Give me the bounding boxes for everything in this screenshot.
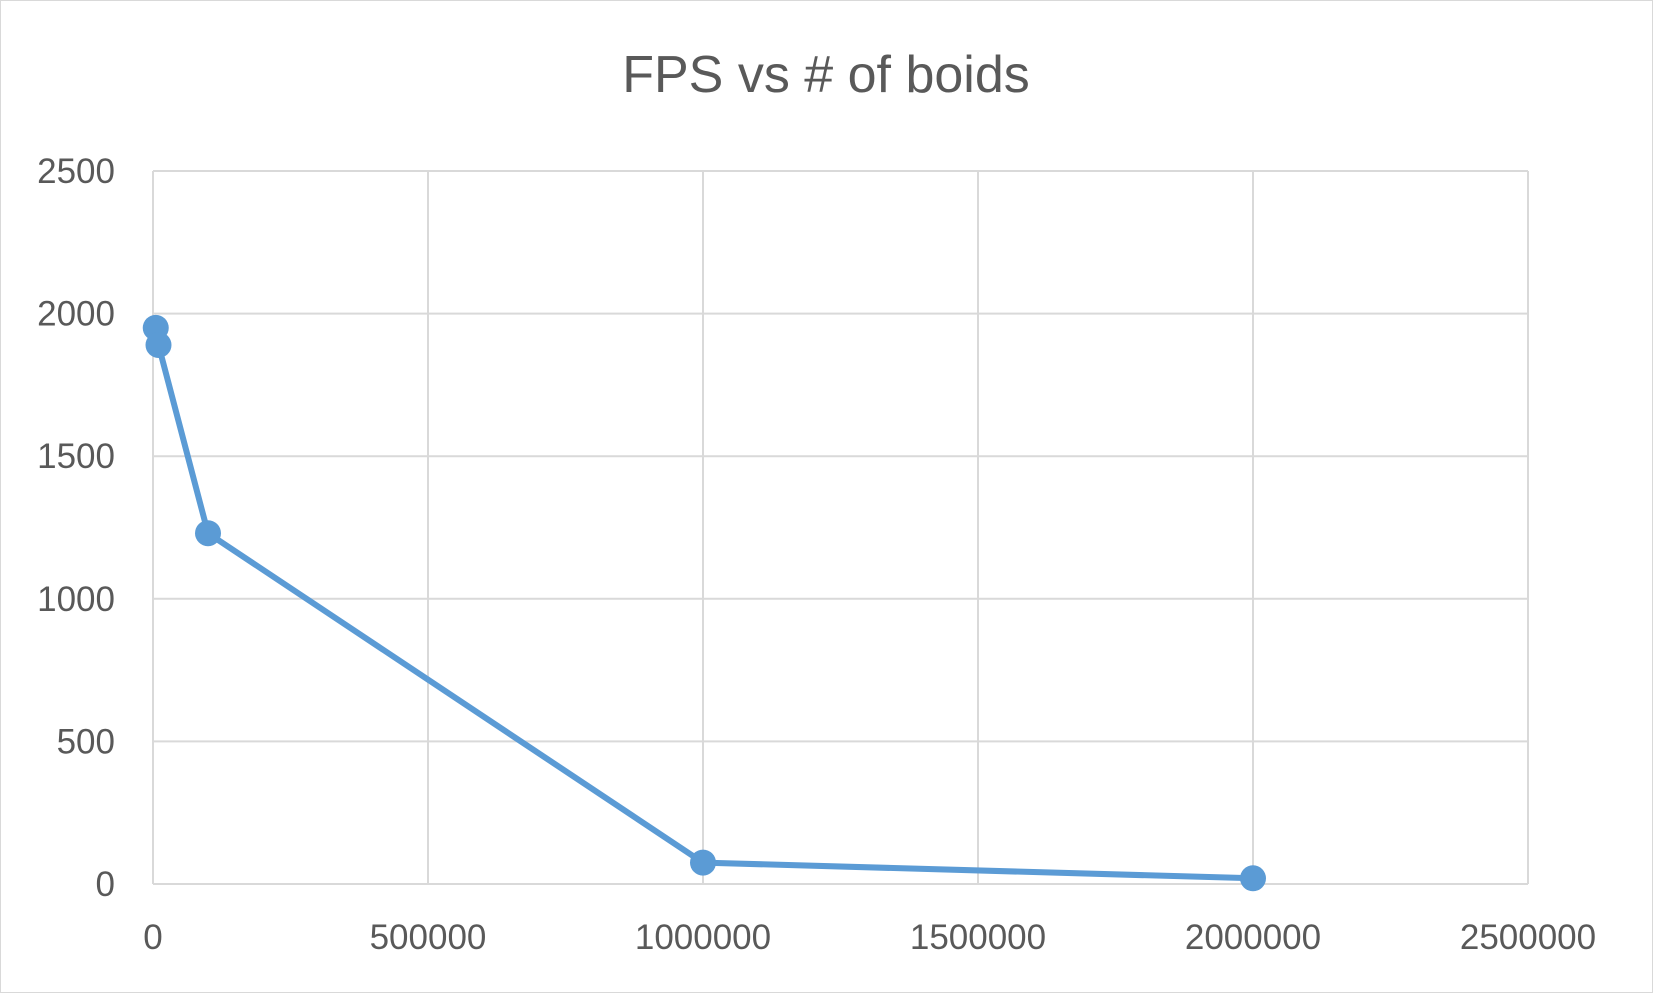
- data-point-3: [690, 849, 716, 876]
- y-tick-label-4: 2000: [37, 295, 115, 334]
- x-tick-label-3: 1500000: [910, 918, 1046, 957]
- gridlines: [152, 170, 1529, 885]
- x-tick-label-2: 1000000: [635, 918, 771, 957]
- series-line-0: [152, 324, 1256, 882]
- y-tick-label-5: 2500: [37, 152, 115, 191]
- series-layer: [142, 314, 1266, 892]
- x-tick-label-4: 2000000: [1185, 918, 1321, 957]
- chart-title: FPS vs # of boids: [622, 46, 1030, 104]
- y-tick-label-3: 1500: [37, 437, 115, 476]
- y-axis-tick-labels: 0 500 1000 1500 2000 2500: [37, 152, 115, 904]
- x-tick-label-5: 2500000: [1460, 918, 1596, 957]
- x-axis-tick-labels: 0 500000 1000000 1500000 2000000 2500000: [143, 918, 1596, 957]
- data-point-2: [195, 520, 221, 547]
- y-tick-label-2: 1000: [37, 580, 115, 619]
- x-tick-label-0: 0: [143, 918, 162, 957]
- y-tick-label-0: 0: [96, 865, 115, 904]
- data-point-1: [145, 331, 172, 358]
- x-tick-label-1: 500000: [370, 918, 487, 957]
- y-tick-label-1: 500: [57, 722, 115, 761]
- data-point-4: [1240, 865, 1266, 892]
